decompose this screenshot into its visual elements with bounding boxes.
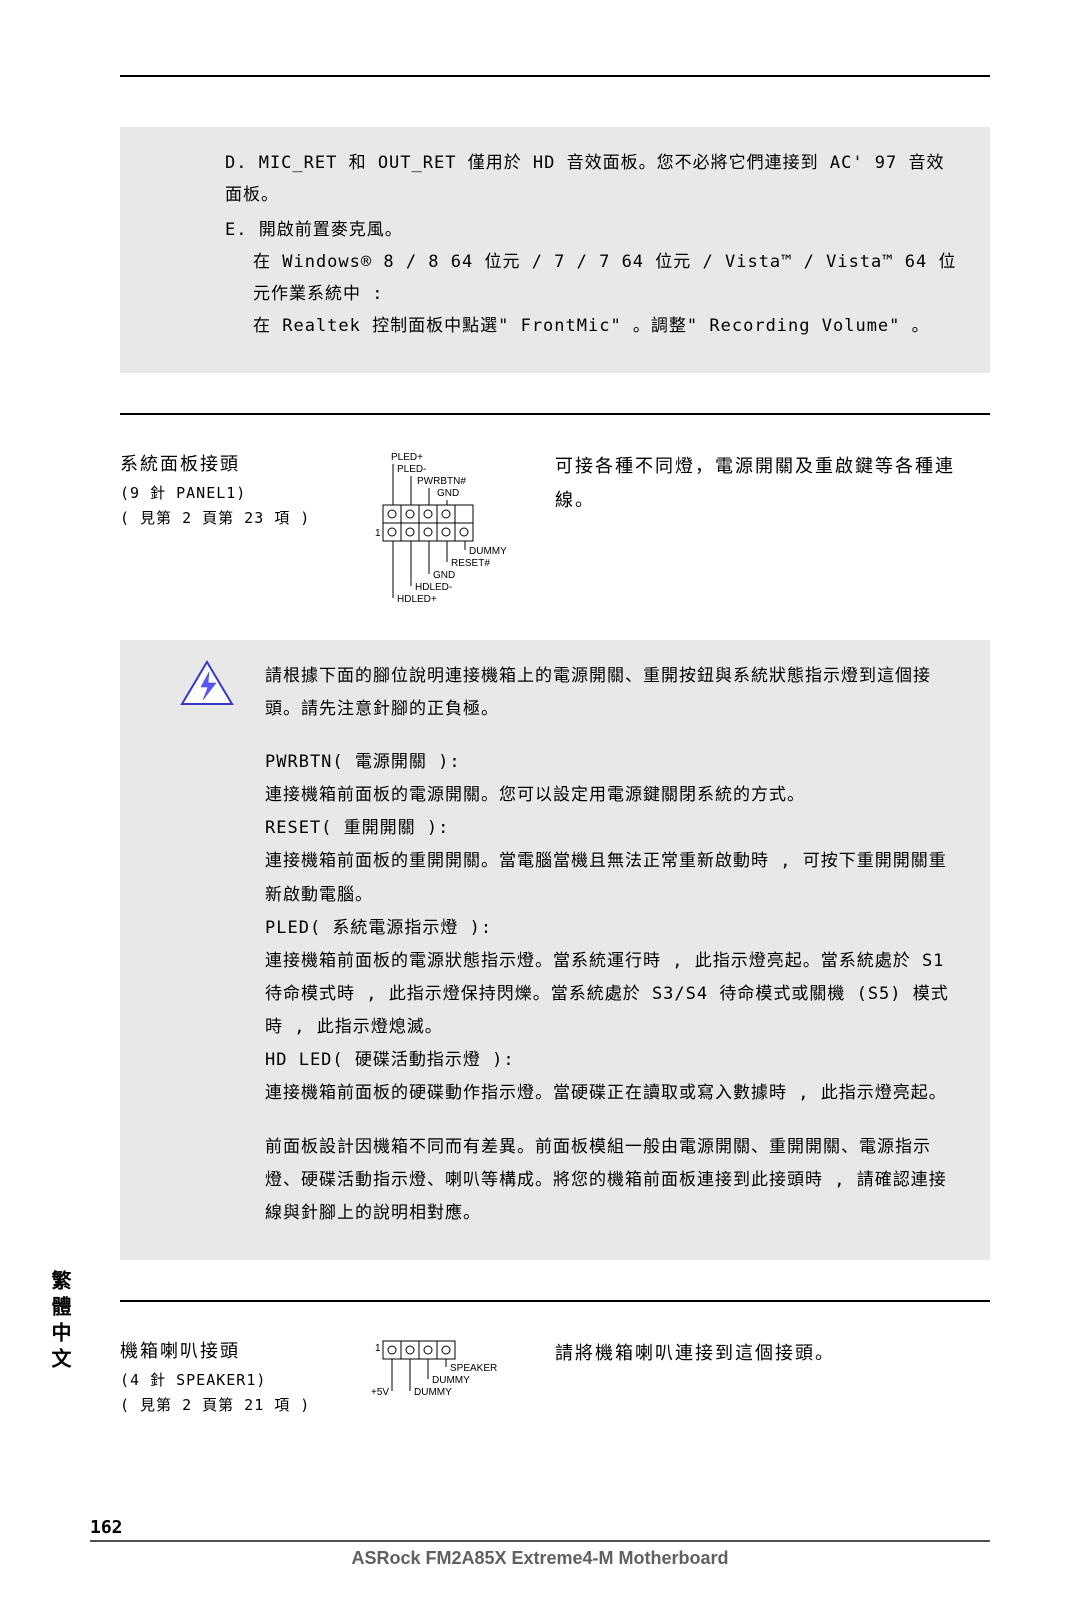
mid-divider-2 xyxy=(120,1300,990,1302)
spk-5v: +5V xyxy=(371,1387,389,1398)
pled-desc: 連接機箱前面板的電源狀態指示燈。當系統運行時 , 此指示燈亮起。當系統處於 S1… xyxy=(265,945,960,1044)
note-e-head: E. 開啟前置麥克風。 xyxy=(225,214,960,246)
panel-info-box: 請根據下面的腳位說明連接機箱上的電源開關、重開按鈕與系統狀態指示燈到這個接頭。請… xyxy=(120,640,990,1260)
panel-title: 系統面板接頭 xyxy=(120,450,335,476)
speaker-title: 機箱喇叭接頭 xyxy=(120,1337,335,1363)
panel-sub1: (9 針 PANEL1) xyxy=(120,482,335,503)
top-divider xyxy=(120,75,990,77)
note-e-line2: 在 Realtek 控制面板中點選" FrontMic" 。調整" Record… xyxy=(225,310,960,342)
spk-dummy: DUMMY xyxy=(432,1375,470,1386)
reset-label: RESET( 重開開關 ): xyxy=(265,812,960,845)
spk-marker1: 1 xyxy=(375,1343,381,1354)
footer-title: ASRock FM2A85X Extreme4-M Motherboard xyxy=(90,1548,990,1569)
lightning-warning-icon xyxy=(180,660,235,708)
diag-hdled-minus: HDLED- xyxy=(415,582,452,593)
diag-gnd-bot: GND xyxy=(433,570,455,581)
speaker-header-section: 機箱喇叭接頭 (4 針 SPEAKER1) ( 見第 2 頁第 21 項 ) 1 xyxy=(120,1337,990,1419)
speaker-desc: 請將機箱喇叭連接到這個接頭。 xyxy=(535,1337,990,1371)
diag-dummy: DUMMY xyxy=(469,546,507,557)
spk-speaker: SPEAKER xyxy=(450,1363,497,1374)
diag-marker1: 1 xyxy=(375,528,381,539)
note-e-line1: 在 Windows® 8 / 8 64 位元 / 7 / 7 64 位元 / V… xyxy=(225,246,960,311)
diag-hdled-plus: HDLED+ xyxy=(397,594,437,605)
info-intro: 請根據下面的腳位說明連接機箱上的電源開關、重開按鈕與系統狀態指示燈到這個接頭。請… xyxy=(265,660,960,726)
panel-header-section: 系統面板接頭 (9 針 PANEL1) ( 見第 2 頁第 23 項 ) PLE… xyxy=(120,450,990,610)
speaker-diagram: 1 SPEAKER DUMMY DUMMY +5V xyxy=(335,1337,535,1407)
page-number: 162 xyxy=(90,1517,990,1538)
speaker-sub1: (4 針 SPEAKER1) xyxy=(120,1369,335,1390)
language-side-tab: 繁體中文 xyxy=(45,1270,74,1374)
diag-reset: RESET# xyxy=(451,558,490,569)
diag-pwrbtn: PWRBTN# xyxy=(417,476,466,487)
diag-pled-plus: PLED+ xyxy=(391,452,423,463)
spk-dummy2: DUMMY xyxy=(414,1387,452,1398)
speaker-sub2: ( 見第 2 頁第 21 項 ) xyxy=(120,1394,335,1415)
pwrbtn-desc: 連接機箱前面板的電源開關。您可以設定用電源鍵關閉系統的方式。 xyxy=(265,779,960,812)
mid-divider-1 xyxy=(120,413,990,415)
diag-pled-minus: PLED- xyxy=(397,464,426,475)
pwrbtn-label: PWRBTN( 電源開關 ): xyxy=(265,746,960,779)
panel-desc: 可接各種不同燈，電源開關及重啟鍵等各種連線。 xyxy=(535,450,990,518)
diag-gnd-top: GND xyxy=(437,488,459,499)
hdled-desc: 連接機箱前面板的硬碟動作指示燈。當硬碟正在讀取或寫入數據時 , 此指示燈亮起。 xyxy=(265,1077,960,1110)
reset-desc: 連接機箱前面板的重開開關。當電腦當機且無法正常重新啟動時 , 可按下重開開關重新… xyxy=(265,845,960,911)
hdled-label: HD LED( 硬碟活動指示燈 ): xyxy=(265,1044,960,1077)
pled-label: PLED( 系統電源指示燈 ): xyxy=(265,912,960,945)
note-d: D. MIC_RET 和 OUT_RET 僅用於 HD 音效面板。您不必將它們連… xyxy=(225,147,960,212)
panel-sub2: ( 見第 2 頁第 23 項 ) xyxy=(120,507,335,528)
panel-diagram: PLED+ PLED- PWRBTN# GND xyxy=(335,450,535,610)
page-footer: 162 ASRock FM2A85X Extreme4-M Motherboar… xyxy=(90,1517,990,1569)
info-final: 前面板設計因機箱不同而有差異。前面板模組一般由電源開關、重開開關、電源指示燈、硬… xyxy=(265,1131,960,1230)
note-box: D. MIC_RET 和 OUT_RET 僅用於 HD 音效面板。您不必將它們連… xyxy=(120,127,990,373)
